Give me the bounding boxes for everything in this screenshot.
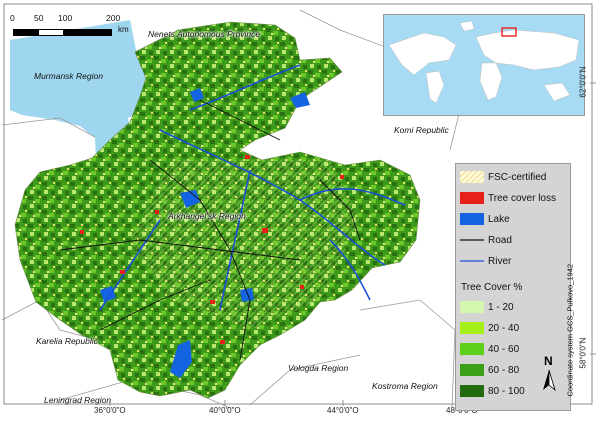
legend-tree-class-1: 1 - 20 [460, 300, 514, 314]
coordinate-system-note: Coordinate system GCS_Pulkovo_1942 [565, 263, 575, 397]
scale-tick-0: 0 [10, 13, 15, 23]
lat-label-62: 62°0'0"N [578, 66, 588, 98]
region-label-arkhangelsk: Arkhangel'sk Region [168, 211, 246, 221]
tree-class-swatch-4 [460, 364, 484, 376]
lake-swatch [460, 213, 484, 225]
loss-swatch [460, 192, 484, 204]
world-map [388, 20, 580, 104]
river-line-swatch [460, 260, 484, 262]
north-letter: N [544, 354, 553, 368]
inset-world-map [383, 14, 585, 116]
map-border [3, 3, 593, 405]
road-line-swatch [460, 239, 484, 241]
rivers [99, 64, 406, 311]
scale-tick-200: 200 [106, 13, 121, 23]
legend-item-river: River [460, 254, 511, 268]
scale-bar-graphic [13, 29, 112, 36]
north-arrow: N [541, 354, 557, 392]
fsc-hatch-swatch [460, 171, 484, 183]
region-label-vologda: Vologda Region [288, 363, 349, 373]
roads [59, 99, 361, 361]
study-area-marker [501, 27, 517, 37]
region-label-kostroma: Kostroma Region [372, 381, 438, 391]
tree-cover-title: Tree Cover % [461, 282, 523, 293]
scale-unit: km [118, 25, 129, 34]
north-arrow-icon [543, 369, 556, 392]
tree-cover-loss [80, 155, 344, 344]
lon-label-44: 44°0'0"O [327, 406, 359, 415]
scale-tick-100: 100 [58, 13, 73, 23]
legend-item-loss: Tree cover loss [460, 191, 556, 205]
legend-item-lake: Lake [460, 212, 510, 226]
legend-tree-class-5: 80 - 100 [460, 384, 525, 398]
scale-bar: 0 50 100 200 km [10, 13, 129, 38]
region-label-nenets: Nenets Autonomous Province [148, 29, 261, 39]
legend-tree-class-2: 20 - 40 [460, 321, 519, 335]
legend-tree-class-3: 40 - 60 [460, 342, 519, 356]
region-label-leningrad: Leningrad Region [44, 395, 112, 405]
lat-label-58: 58°0'0"N [578, 337, 588, 369]
lon-label-40: 40°0'0"O [209, 406, 241, 415]
legend-tree-class-4: 60 - 80 [460, 363, 519, 377]
region-label-komi: Komi Republic [394, 125, 449, 135]
map-legend: FSC-certified Tree cover loss Lake Road … [455, 163, 571, 411]
region-label-karelia: Karelia Republic [36, 336, 98, 346]
lon-label-36: 36°0'0"O [94, 406, 126, 415]
tree-class-swatch-3 [460, 343, 484, 355]
scale-tick-50: 50 [34, 13, 44, 23]
region-label-murmansk: Murmansk Region [34, 71, 103, 81]
lakes [100, 88, 310, 378]
legend-item-road: Road [460, 233, 512, 247]
tree-class-swatch-1 [460, 301, 484, 313]
tree-class-swatch-5 [460, 385, 484, 397]
legend-item-fsc: FSC-certified [460, 170, 546, 184]
tree-class-swatch-2 [460, 322, 484, 334]
